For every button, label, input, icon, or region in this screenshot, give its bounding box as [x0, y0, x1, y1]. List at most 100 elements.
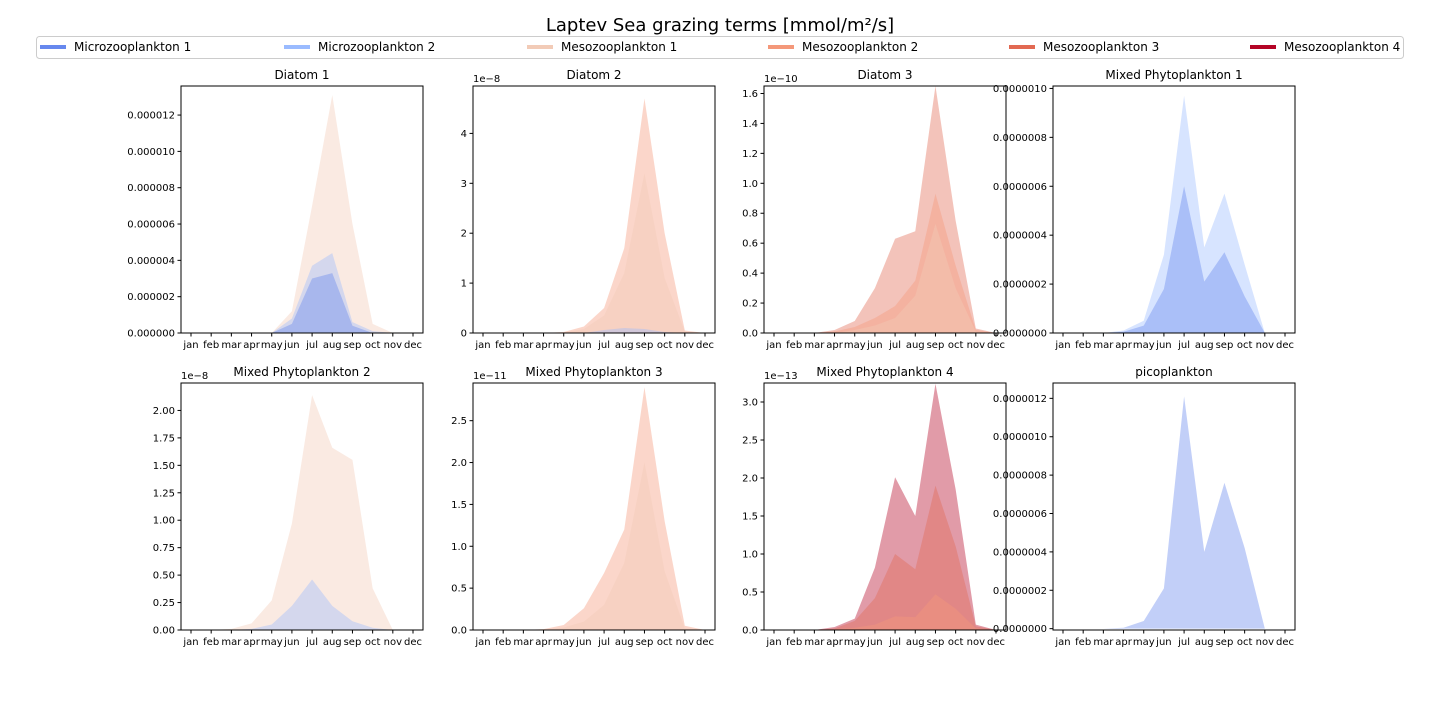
- x-tick-label: apr: [826, 637, 843, 648]
- x-tick-label: jul: [888, 637, 901, 648]
- x-tick-label: may: [553, 340, 575, 351]
- y-tick-label: 2: [461, 229, 467, 240]
- x-tick-label: feb: [203, 637, 219, 648]
- y-tick-label: 0.0000000: [993, 329, 1047, 340]
- y-tick-label: 0.0: [451, 626, 467, 637]
- x-tick-label: mar: [1093, 637, 1114, 648]
- area-series: [774, 383, 996, 630]
- area-series: [483, 328, 705, 333]
- x-tick-label: aug: [1195, 340, 1214, 351]
- axes-frame: [763, 85, 1007, 334]
- y-tick-label: 3: [461, 179, 467, 190]
- axes-frame: [1052, 382, 1296, 631]
- x-tick-label: dec: [987, 340, 1005, 351]
- x-tick-label: aug: [615, 637, 634, 648]
- y-tick-label: 1.50: [153, 461, 175, 472]
- x-tick-label: apr: [243, 340, 260, 351]
- legend-label: Mesozooplankton 1: [561, 40, 677, 54]
- area-series: [191, 253, 413, 333]
- x-tick-label: jul: [1177, 340, 1190, 351]
- axes-frame: [472, 382, 716, 631]
- y-tick-label: 0.000008: [127, 183, 175, 194]
- y-tick-label: 1.25: [153, 488, 175, 499]
- x-tick-label: mar: [1093, 340, 1114, 351]
- area-series: [483, 387, 705, 630]
- x-tick-label: jul: [597, 340, 610, 351]
- x-tick-label: sep: [636, 637, 654, 648]
- x-tick-label: oct: [365, 340, 381, 351]
- y-tick-label: 0.0000010: [993, 84, 1047, 95]
- x-tick-label: feb: [495, 637, 511, 648]
- x-tick-label: oct: [1237, 637, 1253, 648]
- y-tick-label: 2.5: [451, 416, 467, 427]
- x-tick-label: sep: [1216, 340, 1234, 351]
- x-tick-label: jun: [283, 340, 299, 351]
- x-tick-label: aug: [323, 340, 342, 351]
- x-tick-label: apr: [243, 637, 260, 648]
- x-tick-label: feb: [786, 637, 802, 648]
- y-tick-label: 0.0000006: [993, 182, 1047, 193]
- x-tick-label: jul: [597, 637, 610, 648]
- x-tick-label: mar: [513, 637, 534, 648]
- x-tick-label: mar: [221, 637, 242, 648]
- legend-label: Mesozooplankton 2: [802, 40, 918, 54]
- y-tick-label: 1.4: [742, 119, 758, 130]
- y-tick-label: 1.0: [451, 542, 467, 553]
- y-tick-label: 1.5: [742, 512, 758, 523]
- x-tick-label: dec: [404, 637, 422, 648]
- figure-title: Laptev Sea grazing terms [mmol/m²/s]: [546, 15, 894, 36]
- x-tick-label: jun: [575, 340, 591, 351]
- y-tick-label: 0.0000010: [993, 432, 1047, 443]
- area-series: [191, 273, 413, 333]
- x-tick-label: sep: [344, 340, 362, 351]
- y-tick-label: 2.00: [153, 406, 175, 417]
- chart-panel: jan feb mar apr may jun jul aug sep oct nov dec0.00…: [127, 68, 424, 351]
- y-tick-label: 0.50: [153, 571, 175, 582]
- x-tick-label: dec: [696, 637, 714, 648]
- axes-frame: [180, 85, 424, 334]
- area-series: [774, 594, 996, 630]
- y-tick-label: 0.4: [742, 269, 758, 280]
- x-tick-label: jun: [866, 340, 882, 351]
- area-series: [774, 223, 996, 333]
- legend-label: Mesozooplankton 3: [1043, 40, 1159, 54]
- y-tick-label: 4: [461, 129, 467, 140]
- x-tick-label: mar: [804, 340, 825, 351]
- area-series: [483, 462, 705, 630]
- x-tick-label: aug: [615, 340, 634, 351]
- panel-title: Mixed Phytoplankton 3: [525, 365, 662, 379]
- x-tick-label: jun: [866, 637, 882, 648]
- y-tick-label: 0.00: [153, 626, 175, 637]
- x-tick-label: feb: [203, 340, 219, 351]
- x-tick-label: jul: [305, 340, 318, 351]
- x-tick-label: sep: [344, 637, 362, 648]
- legend-label: Mesozooplankton 4: [1284, 40, 1400, 54]
- x-tick-label: jan: [474, 340, 490, 351]
- x-tick-label: oct: [657, 340, 673, 351]
- y-tick-label: 0.0000008: [993, 471, 1047, 482]
- panel-title: Diatom 2: [566, 68, 621, 82]
- x-tick-label: may: [261, 637, 283, 648]
- x-tick-label: dec: [1276, 340, 1294, 351]
- x-tick-label: oct: [365, 637, 381, 648]
- x-tick-label: sep: [927, 637, 945, 648]
- y-tick-label: 0.0: [742, 626, 758, 637]
- area-series: [1063, 186, 1285, 333]
- x-tick-label: feb: [1075, 340, 1091, 351]
- chart-panel: jan feb mar apr may jun jul aug sep oct nov dec0.00…: [451, 365, 716, 648]
- y-tick-label: 0.5: [742, 588, 758, 599]
- panels: jan feb mar apr may jun jul aug sep oct nov dec0.00…: [127, 68, 1296, 648]
- x-tick-label: dec: [1276, 637, 1294, 648]
- y-tick-label: 2.0: [451, 458, 467, 469]
- x-tick-label: oct: [1237, 340, 1253, 351]
- x-tick-label: apr: [1115, 637, 1132, 648]
- y-tick-label: 0.000000: [127, 329, 175, 340]
- x-tick-label: jun: [1155, 340, 1171, 351]
- y-offset-label: 1e−11: [473, 371, 507, 382]
- x-tick-label: dec: [987, 637, 1005, 648]
- y-tick-label: 0.000006: [127, 220, 175, 231]
- x-tick-label: apr: [535, 340, 552, 351]
- x-tick-label: may: [261, 340, 283, 351]
- y-tick-label: 0.5: [451, 584, 467, 595]
- legend-label: Microzooplankton 2: [318, 40, 435, 54]
